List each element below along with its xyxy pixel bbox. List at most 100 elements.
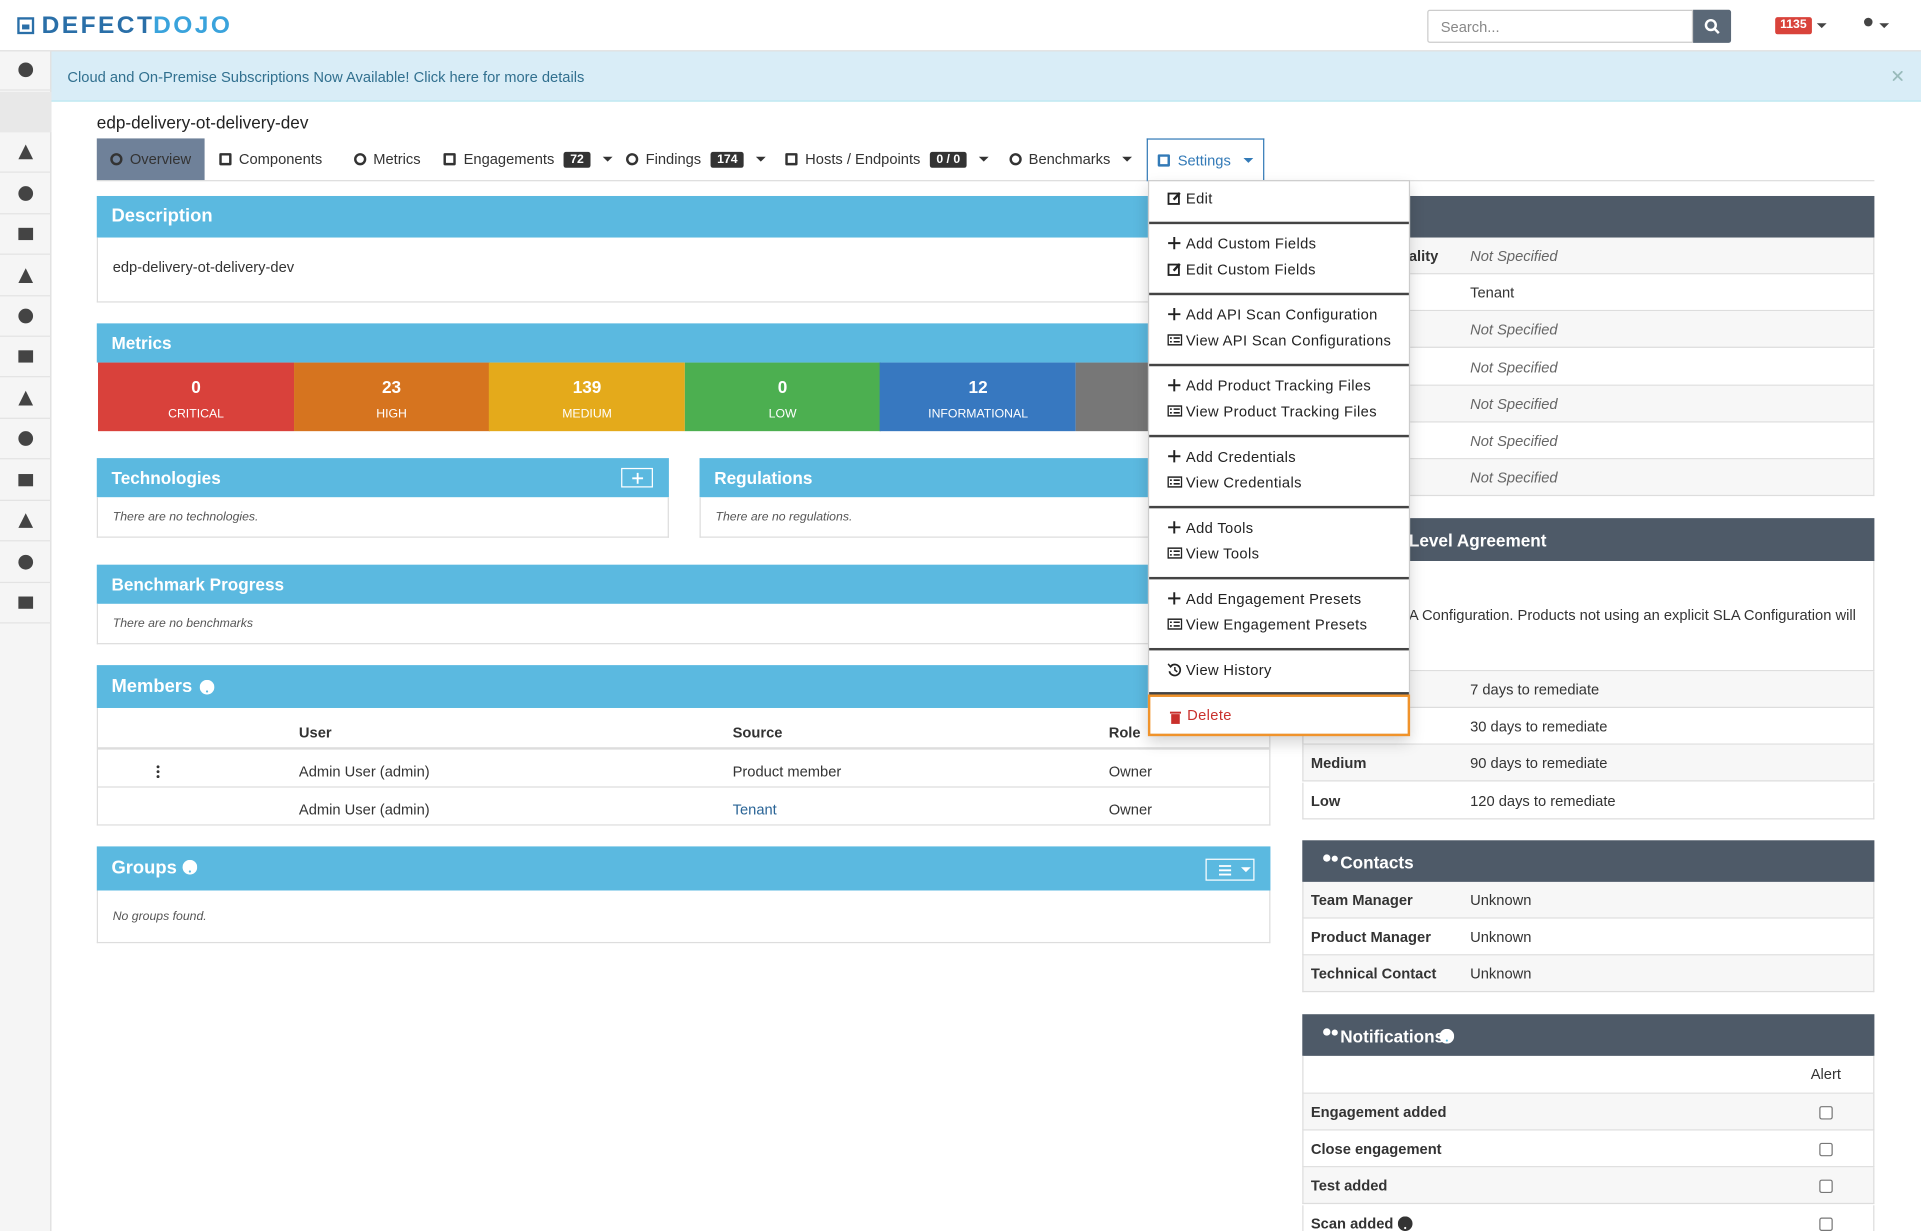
menu-icon-svg: [1169, 711, 1181, 724]
notification-checkbox[interactable]: [1819, 1106, 1833, 1120]
metric-box[interactable]: [293, 362, 490, 432]
notification-checkbox[interactable]: [1819, 1217, 1833, 1231]
sla-value: 7 days to remediate: [1470, 681, 1600, 699]
menu-item[interactable]: View History: [1149, 658, 1409, 682]
metric-box[interactable]: [489, 362, 686, 432]
tab[interactable]: Overview: [96, 138, 205, 181]
sidebar-divider: [0, 253, 52, 255]
menu-divider: [1149, 221, 1409, 225]
menu-label: View Credentials: [1185, 474, 1302, 492]
plus-icon-svg: [632, 472, 644, 484]
groups-empty: No groups found.: [112, 910, 207, 924]
notification-label: Engagement added: [1310, 1103, 1447, 1121]
menu-icon: [1167, 404, 1183, 419]
notifications-row: [1302, 1204, 1875, 1231]
menu-item[interactable]: Edit Custom Fields: [1149, 257, 1409, 281]
banner[interactable]: Cloud and On-Premise Subscriptions Now A…: [51, 51, 1921, 102]
tab-caret: [755, 156, 766, 162]
sla-value: 120 days to remediate: [1470, 792, 1616, 810]
sidebar-icon: [17, 390, 34, 407]
menu-item[interactable]: Edit: [1149, 186, 1409, 210]
menu-item[interactable]: View Credentials: [1149, 470, 1409, 494]
sidebar-icon: [17, 143, 34, 160]
menu-item[interactable]: Add Credentials: [1149, 445, 1409, 469]
tab[interactable]: Settings: [1146, 138, 1265, 182]
menu-item[interactable]: Add Custom Fields: [1149, 232, 1409, 256]
members-cell: Product member: [732, 763, 842, 781]
metric-box[interactable]: [880, 362, 1077, 432]
product-info-value: Not Specified: [1470, 432, 1558, 450]
help-icon-svg: [182, 859, 198, 875]
tab[interactable]: Components: [208, 138, 333, 180]
menu-divider: [1149, 292, 1409, 296]
tab[interactable]: Engagements 72: [443, 138, 613, 180]
members-column-header: Source: [732, 723, 783, 742]
logo-text-2: DOJO: [153, 12, 233, 40]
notification-label: Scan added: [1310, 1214, 1394, 1231]
help-icon: [199, 679, 215, 695]
description-text: edp-delivery-ot-delivery-dev: [112, 258, 295, 276]
menu-item[interactable]: View Product Tracking Files: [1149, 399, 1409, 423]
contacts-header: [1302, 840, 1875, 882]
tab-underline: [96, 180, 1875, 182]
tab-icon: [1009, 153, 1022, 166]
sidebar-icon: [17, 430, 34, 447]
menu-icon: [1167, 663, 1183, 678]
table-line: [98, 786, 1270, 788]
tab-caret: [602, 156, 613, 162]
tab[interactable]: Hosts / Endpoints 0 / 0: [782, 138, 993, 180]
menu-icon-svg: [1167, 192, 1181, 205]
sidebar-icon-svg: [18, 227, 34, 241]
product-info-value: Tenant: [1470, 284, 1515, 302]
tab-caret: [1243, 158, 1253, 163]
notifications-row: [1302, 1093, 1875, 1131]
metric-label: INFORMATIONAL: [928, 407, 1029, 422]
tab[interactable]: Findings 174: [622, 138, 769, 180]
notifications-row: [1302, 1130, 1875, 1168]
menu-item[interactable]: Add Engagement Presets: [1149, 587, 1409, 611]
menu-icon: [1167, 617, 1183, 632]
technologies-empty: There are no technologies.: [112, 510, 259, 525]
menu-item[interactable]: View Tools: [1149, 541, 1409, 565]
menu-item[interactable]: Add Product Tracking Files: [1149, 374, 1409, 398]
menu-label: Add Custom Fields: [1185, 235, 1317, 253]
metric-box[interactable]: [98, 362, 295, 432]
benchmark-progress-title: Benchmark Progress: [111, 574, 285, 595]
banner-close: [1892, 71, 1903, 81]
menu-item[interactable]: View API Scan Configurations: [1149, 328, 1409, 352]
notification-checkbox[interactable]: [1819, 1143, 1833, 1157]
sidebar-icon-svg: [18, 186, 34, 201]
tab[interactable]: Benchmarks: [1002, 138, 1139, 180]
sidebar-divider: [0, 540, 52, 542]
menu-item-delete[interactable]: Delete: [1147, 694, 1411, 737]
banner-text: Cloud and On-Premise Subscriptions Now A…: [67, 68, 585, 86]
tab-label: Components: [238, 150, 323, 168]
search-icon: [1704, 18, 1720, 34]
menu-item[interactable]: View Engagement Presets: [1149, 612, 1409, 636]
user-caret: [1879, 23, 1890, 29]
sidebar-icon-svg: [18, 554, 34, 570]
metric-box[interactable]: [684, 362, 881, 432]
menu-item[interactable]: Add Tools: [1149, 516, 1409, 540]
sidebar-divider: [0, 417, 52, 419]
menu-label: Add API Scan Configuration: [1185, 306, 1378, 324]
members-cell: Owner: [1108, 763, 1153, 781]
product-info-value: Not Specified: [1470, 321, 1558, 339]
notification-checkbox[interactable]: [1819, 1180, 1833, 1194]
technologies-title: Technologies: [111, 467, 221, 488]
menu-item[interactable]: Add API Scan Configuration: [1149, 303, 1409, 327]
search-input[interactable]: Search...: [1427, 9, 1694, 43]
menu-label: View API Scan Configurations: [1185, 331, 1392, 350]
tab-badge: 72: [564, 151, 591, 168]
tab[interactable]: Metrics: [343, 138, 431, 180]
tab-icon: [353, 153, 366, 166]
product-info-label: ality: [1408, 247, 1439, 265]
add-technology-button[interactable]: [621, 467, 653, 488]
menu-icon-svg: [1168, 521, 1181, 534]
metric-value: 0: [777, 377, 788, 397]
groups-menu-button[interactable]: [1205, 858, 1255, 881]
tab-label: Hosts / Endpoints: [805, 150, 921, 168]
search-button[interactable]: [1693, 9, 1732, 43]
sidebar-icon-svg: [18, 62, 34, 78]
